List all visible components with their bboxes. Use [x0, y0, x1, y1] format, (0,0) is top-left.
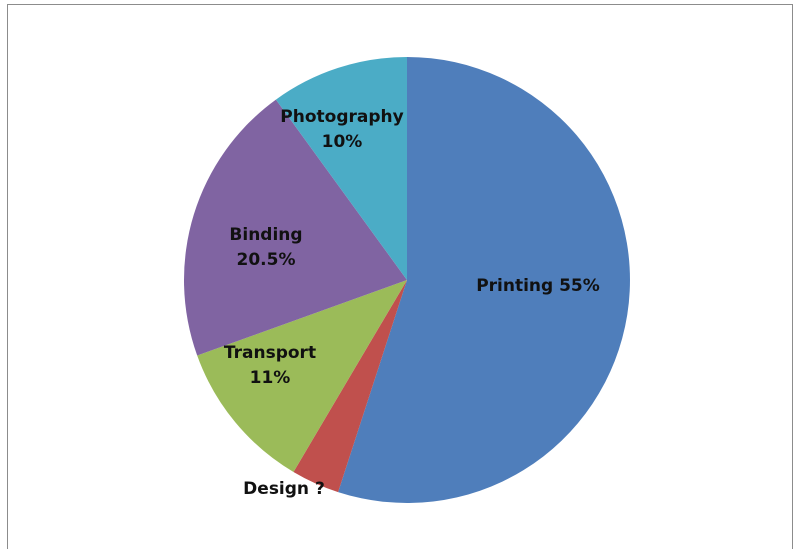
slice-label-photography: Photography 10% — [280, 107, 403, 152]
pie-labels: Printing 55% Design ? Transport 11% Binding 2… — [224, 107, 600, 499]
slice-label-design: Design ? — [243, 479, 325, 499]
pie-slice-transport — [197, 280, 407, 472]
slice-label-line: 20.5% — [237, 250, 296, 270]
slice-label-line: Printing 55% — [476, 276, 600, 296]
slice-label-line: Design ? — [243, 479, 325, 499]
pie-slice-binding — [183, 99, 407, 356]
slice-label-line: 11% — [250, 368, 291, 388]
slice-label-line: Binding — [229, 225, 302, 245]
slice-label-printing: Printing 55% — [476, 276, 600, 296]
slice-label-binding: Binding 20.5% — [229, 225, 302, 270]
slice-label-transport: Transport 11% — [224, 343, 316, 388]
slice-label-line: Transport — [224, 343, 316, 363]
slice-label-line: 10% — [322, 132, 363, 152]
pie-slice-printing — [338, 57, 630, 503]
pie-slice-design — [293, 280, 407, 493]
pie-slice-photography — [275, 57, 407, 280]
slice-label-line: Photography — [280, 107, 403, 127]
pie-slices — [183, 57, 630, 503]
